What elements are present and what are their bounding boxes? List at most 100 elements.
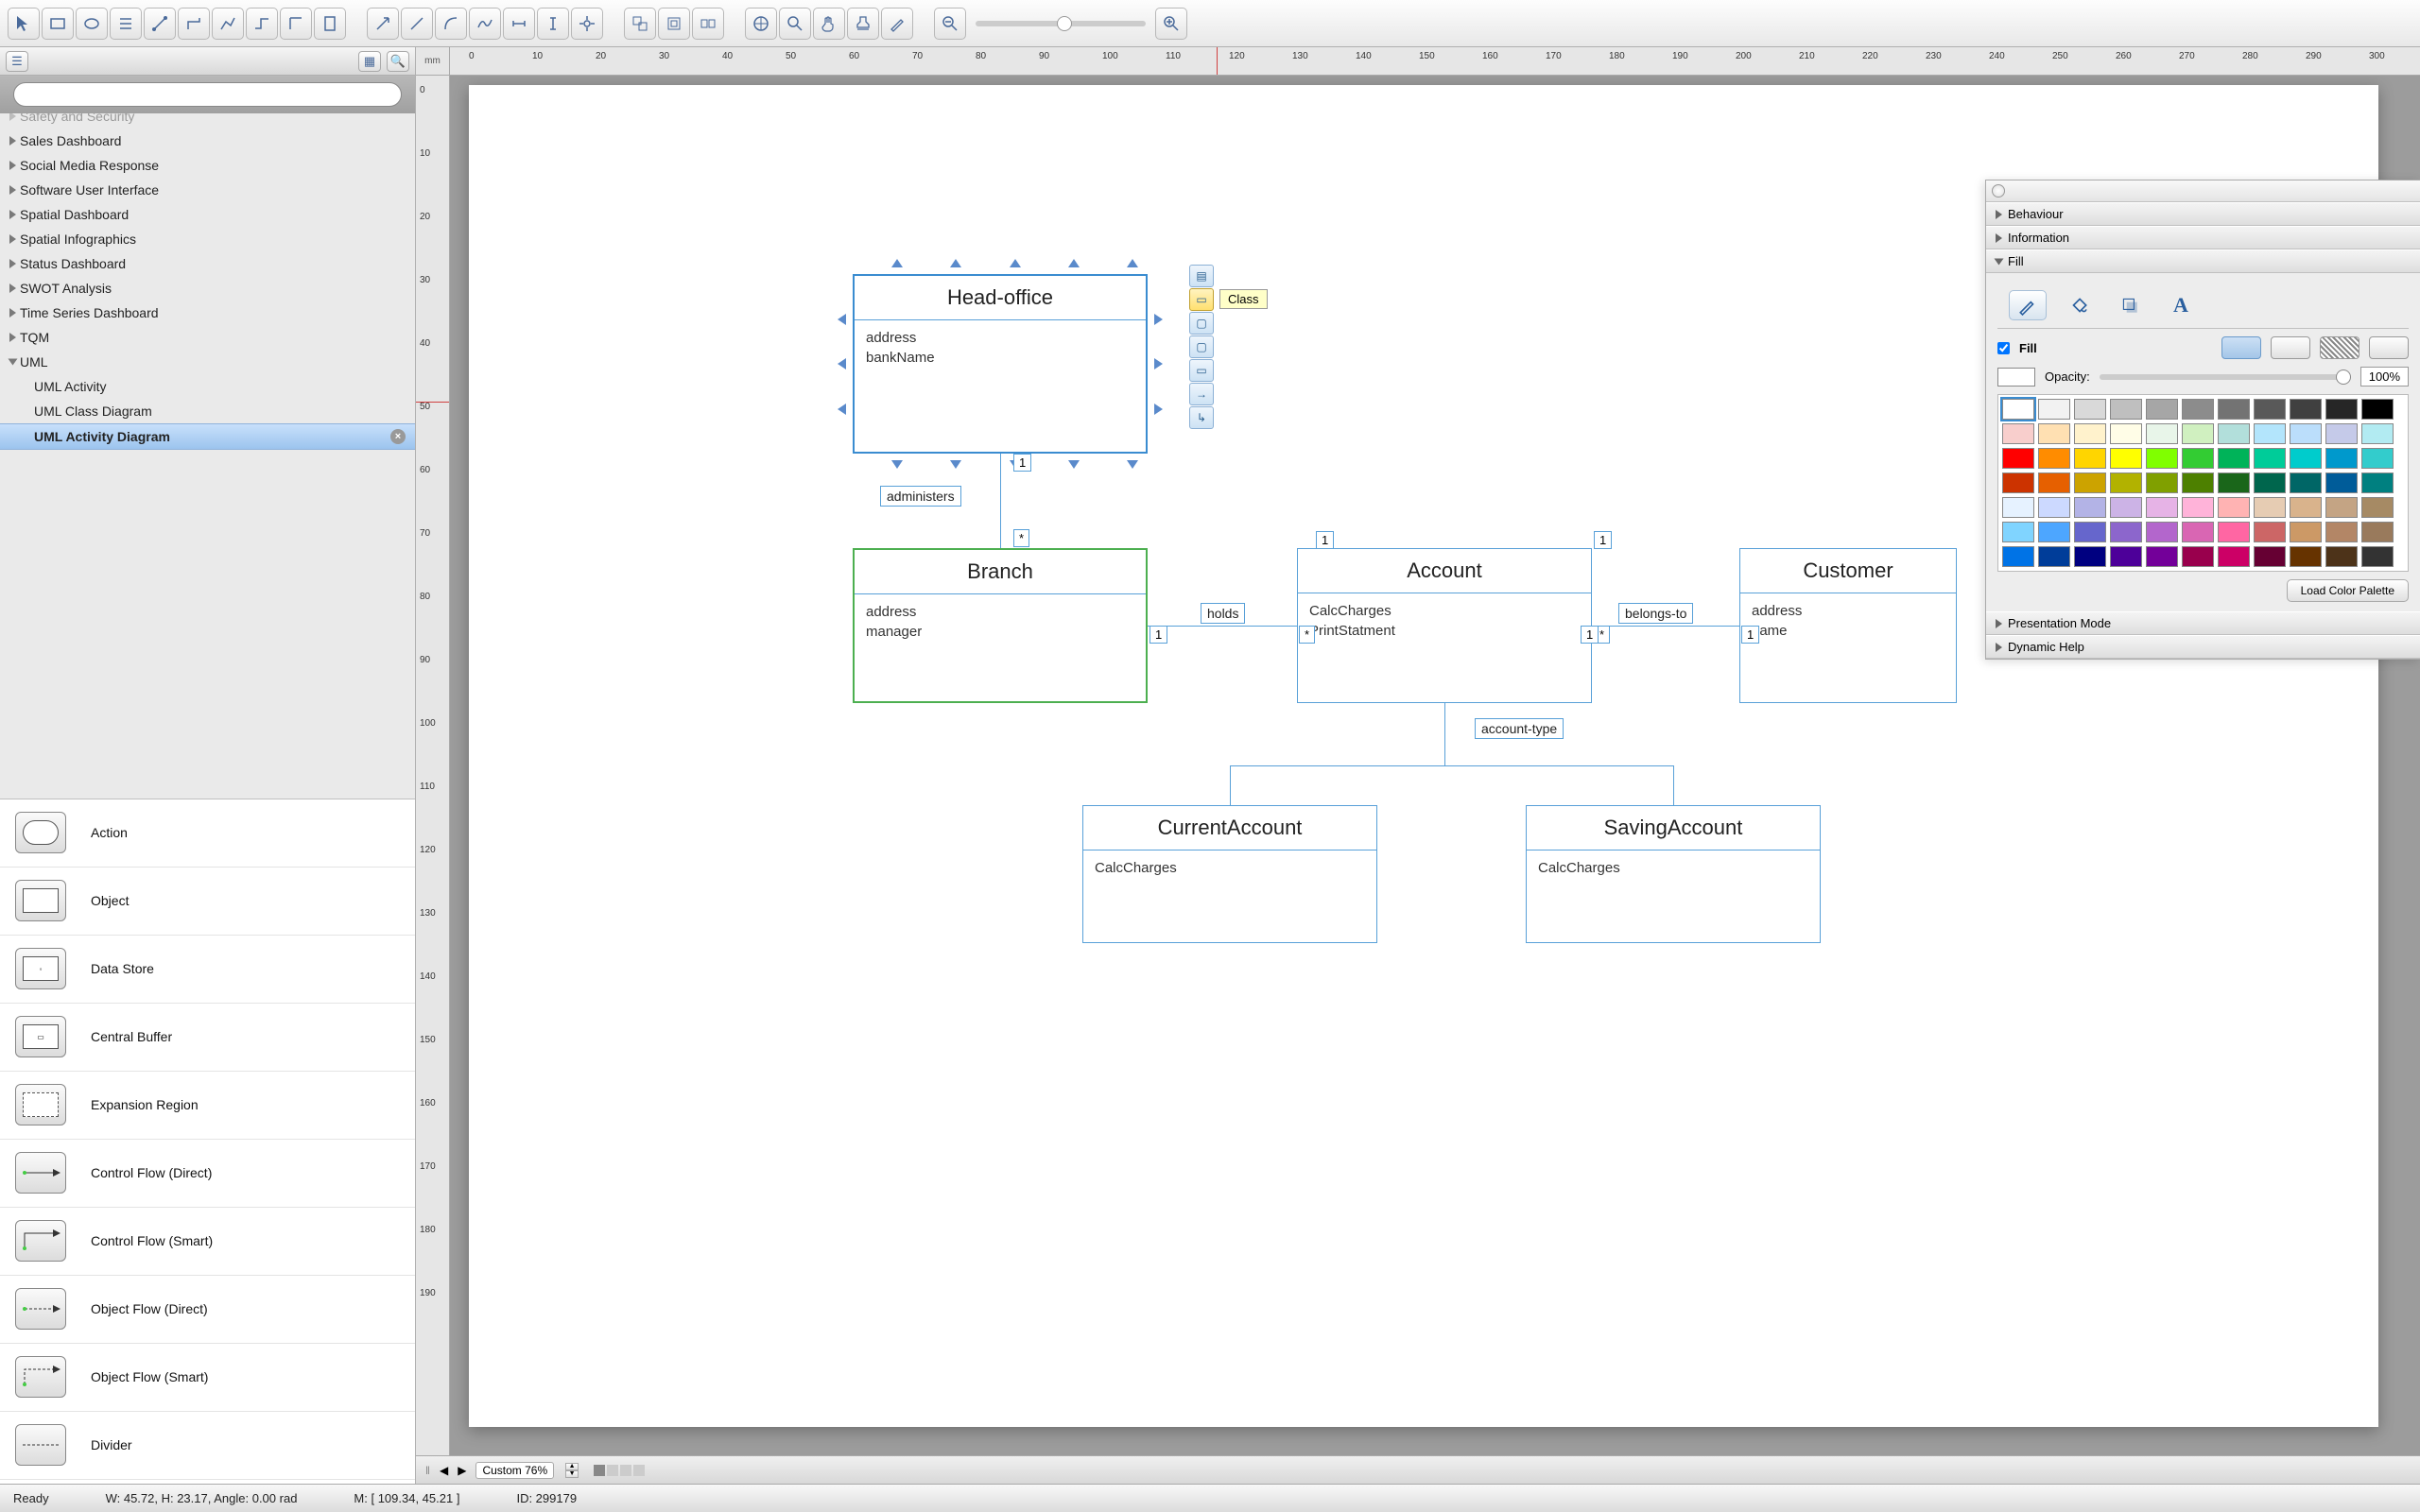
tree-item[interactable]: Sales Dashboard <box>0 129 415 153</box>
palette-item[interactable]: ↳ <box>1189 406 1214 429</box>
color-swatch[interactable] <box>2002 546 2034 567</box>
multiplicity-label[interactable]: 1 <box>1150 626 1167 644</box>
tree-item-uml[interactable]: UML <box>0 350 415 374</box>
color-swatch[interactable] <box>2254 423 2286 444</box>
shape-item[interactable]: Divider <box>0 1412 415 1480</box>
inspector-section-fill[interactable]: Fill <box>1986 249 2420 273</box>
color-swatch[interactable] <box>2325 522 2358 542</box>
color-swatch[interactable] <box>2290 399 2322 420</box>
sidebar-grid-view-button[interactable]: ▦ <box>358 51 381 72</box>
sidebar-search-input[interactable] <box>13 82 402 107</box>
sidebar-search-button[interactable]: 🔍 <box>387 51 409 72</box>
uml-class-current[interactable]: CurrentAccountCalcCharges <box>1082 805 1377 943</box>
color-swatch[interactable] <box>2361 497 2394 518</box>
color-swatch[interactable] <box>2218 472 2250 493</box>
palette-item[interactable]: ▭ <box>1189 359 1214 382</box>
color-swatch[interactable] <box>2074 472 2106 493</box>
color-swatch[interactable] <box>2146 472 2178 493</box>
shape-item[interactable]: Decision/Merge <box>0 1480 415 1485</box>
inspector-close-button[interactable] <box>1992 184 2005 198</box>
color-swatch[interactable] <box>2290 546 2322 567</box>
nav-world-tool[interactable] <box>745 8 777 40</box>
multiplicity-label[interactable]: 1 <box>1741 626 1759 644</box>
fill-style-image[interactable] <box>2369 336 2409 359</box>
color-swatch[interactable] <box>2325 497 2358 518</box>
inspector-section-information[interactable]: Information <box>1986 226 2420 249</box>
multiplicity-label[interactable]: 1 <box>1594 531 1612 549</box>
color-swatch[interactable] <box>2110 423 2142 444</box>
color-swatch[interactable] <box>2146 448 2178 469</box>
shape-item[interactable]: Expansion Region <box>0 1072 415 1140</box>
color-swatch[interactable] <box>2110 399 2142 420</box>
color-swatch[interactable] <box>2218 522 2250 542</box>
insp-tab-bucket[interactable] <box>2060 290 2098 320</box>
palette-item[interactable]: ▢ <box>1189 335 1214 358</box>
color-swatch[interactable] <box>2218 546 2250 567</box>
color-swatch[interactable] <box>2290 497 2322 518</box>
page-tool[interactable] <box>314 8 346 40</box>
nav-pen-tool[interactable] <box>881 8 913 40</box>
color-swatch[interactable] <box>2182 423 2214 444</box>
multiplicity-label[interactable]: 1 <box>1013 454 1031 472</box>
color-swatch[interactable] <box>2110 472 2142 493</box>
line-tool[interactable] <box>401 8 433 40</box>
connector1-tool[interactable] <box>144 8 176 40</box>
color-swatch[interactable] <box>2325 399 2358 420</box>
color-swatch[interactable] <box>2146 399 2178 420</box>
connector3-tool[interactable] <box>212 8 244 40</box>
uml-class-account[interactable]: AccountCalcChargesPrintStatment <box>1297 548 1592 703</box>
uml-class-customer[interactable]: Customeraddressname <box>1739 548 1957 703</box>
color-swatch[interactable] <box>2038 423 2070 444</box>
color-swatch[interactable] <box>2361 399 2394 420</box>
uml-class-branch[interactable]: Branchaddressmanager <box>853 548 1148 703</box>
rect-tool[interactable] <box>42 8 74 40</box>
list-tool[interactable] <box>110 8 142 40</box>
spline-tool[interactable] <box>469 8 501 40</box>
color-swatch[interactable] <box>2325 546 2358 567</box>
color-swatch[interactable] <box>2325 472 2358 493</box>
zoom-in-button[interactable] <box>1155 8 1187 40</box>
color-swatch[interactable] <box>2146 522 2178 542</box>
color-swatch[interactable] <box>2361 472 2394 493</box>
color-swatch[interactable] <box>2038 472 2070 493</box>
color-swatch[interactable] <box>2218 399 2250 420</box>
color-swatch[interactable] <box>2002 399 2034 420</box>
color-swatch[interactable] <box>2038 546 2070 567</box>
tree-item[interactable]: Spatial Infographics <box>0 227 415 251</box>
tree-item[interactable]: UML Class Diagram <box>0 399 415 423</box>
nav-zoom-tool[interactable] <box>779 8 811 40</box>
color-swatch[interactable] <box>2290 472 2322 493</box>
color-swatch[interactable] <box>2361 448 2394 469</box>
color-swatch[interactable] <box>2110 497 2142 518</box>
arrow1-tool[interactable] <box>367 8 399 40</box>
uml-class-head_office[interactable]: Head-officeaddressbankName <box>853 274 1148 454</box>
color-swatch[interactable] <box>2074 423 2106 444</box>
color-swatch[interactable] <box>2182 399 2214 420</box>
color-swatch[interactable] <box>2002 497 2034 518</box>
color-swatch[interactable] <box>2074 399 2106 420</box>
shape-item[interactable]: Control Flow (Smart) <box>0 1208 415 1276</box>
fill-style-gradient[interactable] <box>2271 336 2310 359</box>
opacity-value[interactable]: 100% <box>2360 367 2409 387</box>
color-swatch[interactable] <box>2254 546 2286 567</box>
inspector-section-dynamic-help[interactable]: Dynamic Help <box>1986 635 2420 659</box>
color-swatch[interactable] <box>2361 546 2394 567</box>
color-swatch[interactable] <box>2110 546 2142 567</box>
tree-item[interactable]: UML Activity <box>0 374 415 399</box>
curve-tool[interactable] <box>435 8 467 40</box>
palette-item[interactable]: ▢ <box>1189 312 1214 335</box>
color-swatch[interactable] <box>2254 448 2286 469</box>
color-swatch[interactable] <box>2361 522 2394 542</box>
shape-item[interactable]: Object Flow (Smart) <box>0 1344 415 1412</box>
color-swatch[interactable] <box>2254 497 2286 518</box>
tree-item[interactable]: Safety and Security <box>0 113 415 129</box>
relation-label[interactable]: belongs-to <box>1618 603 1693 624</box>
color-swatch[interactable] <box>2182 546 2214 567</box>
color-swatch[interactable] <box>2182 448 2214 469</box>
color-swatch[interactable] <box>2002 472 2034 493</box>
palette-item[interactable]: ▤ <box>1189 265 1214 287</box>
multiplicity-label[interactable]: 1 <box>1316 531 1334 549</box>
group2-tool[interactable] <box>658 8 690 40</box>
color-swatch[interactable] <box>2182 497 2214 518</box>
uml-class-saving[interactable]: SavingAccountCalcCharges <box>1526 805 1821 943</box>
